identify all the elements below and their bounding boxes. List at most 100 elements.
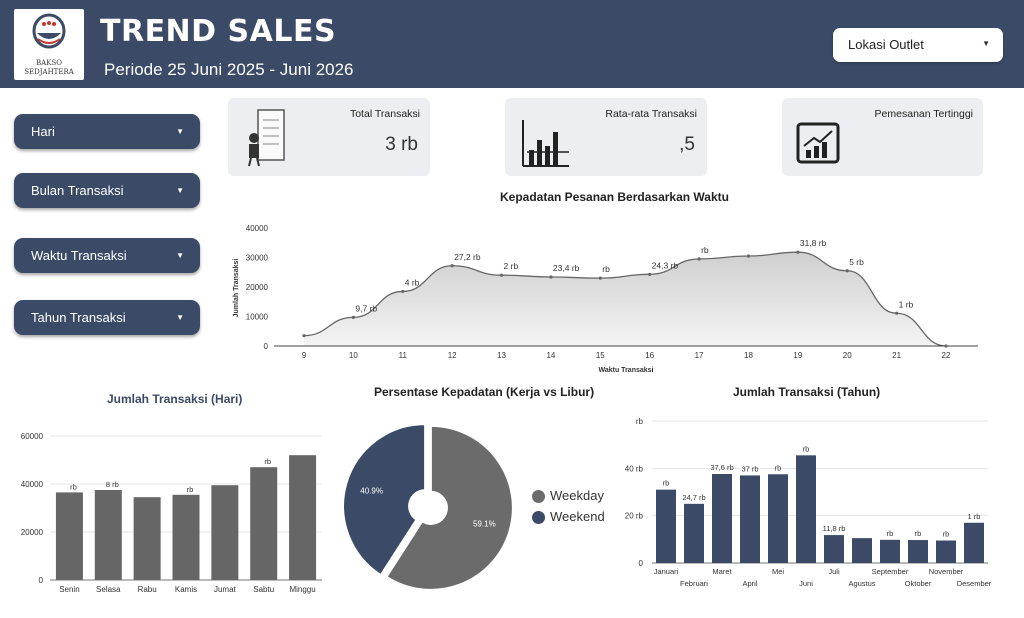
data-point [351,315,355,319]
data-point [401,289,405,294]
chevron-down-icon: ▼ [982,39,990,48]
chevron-down-icon: ▼ [176,127,184,136]
data-point [796,250,800,254]
bar [880,539,900,563]
bar [964,522,984,563]
bar [796,455,816,563]
outlet-dropdown[interactable]: Lokasi Outlet ▼ [833,28,1003,62]
data-label: rb [701,245,709,255]
data-label: rb [264,457,271,466]
data-label: rb [803,444,810,453]
filter-label: Bulan Transaksi [31,183,124,198]
data-point [450,264,454,268]
y-tick-label: 20000 [21,528,44,537]
page-subtitle: Periode 25 Juni 2025 - Juni 2026 [104,60,354,79]
area-chart: 0 10000 20000 30000 40000 9 10 11 12 13 14 15 16 17 18… [233,224,978,374]
area-fill [304,252,946,346]
filter-hari-dropdown[interactable]: Hari ▼ [14,114,200,149]
outlet-dropdown-label: Lokasi Outlet [848,37,924,52]
data-label: rb [602,264,610,274]
data-point [302,334,306,338]
x-tick-label: 20 [843,351,852,360]
daily-bar-chart: 0 20000 40000 60000 Senin rb Selasa 8 rb Rabu Kam… [21,432,322,594]
chevron-down-icon: ▼ [176,251,184,260]
bar [684,503,704,563]
data-label: 4 rb [405,277,420,287]
bar [712,474,732,563]
bar [740,475,760,563]
x-tick-label: Rabu [138,585,157,594]
x-tick-label: Selasa [96,585,121,594]
kpi-label: Rata-rata Transaksi [605,108,697,120]
filter-label: Hari [31,124,55,139]
x-tick-label: 22 [942,351,951,360]
data-label: 31,8 rb [800,238,827,248]
data-label: 2 rb [504,261,519,271]
kpi-value: ,5 [679,134,695,155]
data-label: rb [187,485,194,494]
filter-label: Waktu Transaksi [31,248,127,263]
filter-bulan-dropdown[interactable]: Bulan Transaksi ▼ [14,173,200,208]
header-bar: BAKSO SEDJAHTERA TREND SALES Periode 25 … [0,0,1024,88]
y-tick-label: 10000 [246,313,269,322]
y-tick-label: 40 rb [625,464,644,473]
slice-label: 59.1% [473,520,496,529]
data-label: 1 rb [899,299,914,309]
x-tick-label: April [742,579,757,588]
data-label: rb [943,530,950,539]
y-tick-label: 20000 [246,283,269,292]
slice-label: 40.9% [360,486,383,495]
y-axis-title: Jumlah Transaksi [233,259,240,318]
y-tick-label: 0 [639,559,644,568]
kpi-rata-rata-transaksi: Rata-rata Transaksi ,5 [505,98,707,176]
logo-text-bottom: SEDJAHTERA [24,68,74,76]
data-point [895,311,899,315]
x-tick-label: 13 [497,351,506,360]
pie-chart-title: Persentase Kepadatan (Kerja vs Libur) [374,385,595,399]
x-tick-label: Juli [828,567,840,576]
bar-chart-icon [522,120,569,167]
data-point [746,254,751,258]
x-tick-label: Kamis [175,585,197,594]
monthly-bar-chart: rb 40 rb 20 rb 0 Januari rb Februari 24,7 rb Mar… [625,417,992,588]
y-tick-label: 0 [39,576,44,585]
data-label: rb [887,529,894,538]
bar [55,492,83,580]
x-tick-label: Agustus [848,579,875,588]
filter-label: Tahun Transaksi [31,310,126,325]
data-label: 37,6 rb [710,463,733,472]
data-label: 11,8 rb [823,524,846,533]
x-tick-label: Januari [654,567,679,576]
x-tick-label: Juni [799,579,813,588]
filter-tahun-dropdown[interactable]: Tahun Transaksi ▼ [14,300,200,335]
data-label: 9,7 rb [355,303,377,313]
bar [133,497,161,580]
y-tick-label: 40000 [246,224,269,233]
x-tick-label: 15 [596,351,605,360]
chevron-down-icon: ▼ [176,186,184,195]
x-tick-label: 18 [744,351,753,360]
x-tick-label: 12 [448,351,457,360]
x-tick-label: 10 [349,351,358,360]
receipt-person-icon [248,109,285,167]
bowl-logo-icon [32,13,66,49]
data-point [697,257,701,261]
bar [908,540,928,563]
x-tick-label: Senin [59,585,79,594]
y-tick-label: 20 rb [625,512,644,521]
x-tick-label: Desember [957,579,992,588]
data-label: 8 rb [106,480,119,489]
kpi-label: Pemesanan Tertinggi [874,108,973,120]
data-label: 23,4 rb [553,263,580,273]
x-tick-label: 14 [546,351,555,360]
data-label: 24,3 rb [652,260,679,270]
bar [824,535,844,563]
bar [250,467,278,580]
kpi-pemesanan-tertinggi: Pemesanan Tertinggi [782,98,983,176]
bar [768,474,788,563]
x-tick-label: Februari [680,579,708,588]
filter-waktu-dropdown[interactable]: Waktu Transaksi ▼ [14,238,200,273]
x-tick-label: 11 [399,351,408,360]
bar [94,490,122,580]
chevron-down-icon: ▼ [176,313,184,322]
